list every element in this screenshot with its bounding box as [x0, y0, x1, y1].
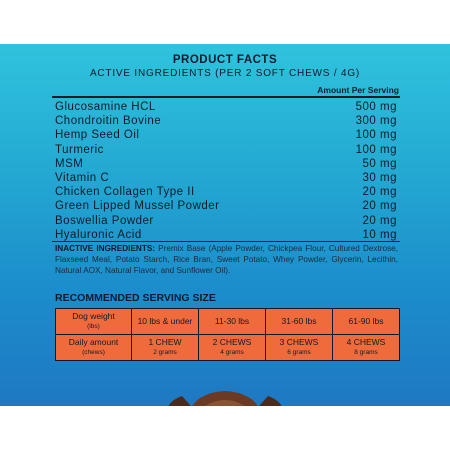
ingredient-name: Glucosamine HCL — [55, 101, 156, 114]
facts-title: PRODUCT FACTS — [172, 54, 278, 66]
amount-label: Daily amount — [68, 337, 119, 347]
ingredient-name: Chicken Collagen Type II — [55, 186, 195, 199]
weight-cell: 31-60 lbs — [265, 308, 333, 335]
weight-value: 61-90 lbs — [348, 315, 384, 326]
weight-value: 31-60 lbs — [281, 315, 317, 326]
inactive-label: INACTIVE INGREDIENTS: — [55, 244, 156, 253]
weight-row: Dog weight (lbs) 10 lbs & under 11-30 lb… — [55, 308, 400, 335]
ingredient-row: Glucosamine HCL 500 mg — [55, 100, 400, 114]
weight-row-header: Dog weight (lbs) — [55, 308, 132, 335]
product-facts-panel: PRODUCT FACTS ACTIVE INGREDIENTS (PER 2 … — [0, 44, 450, 406]
ingredient-row: MSM 50 mg — [55, 157, 400, 171]
ingredient-amount: 300 mg — [355, 115, 397, 128]
ingredient-amount: 20 mg — [362, 200, 397, 213]
weight-cell: 11-30 lbs — [198, 308, 266, 335]
serving-size-table: Dog weight (lbs) 10 lbs & under 11-30 lb… — [55, 308, 400, 361]
chew-grams: 4 grams — [220, 348, 244, 356]
ingredient-amount: 20 mg — [362, 214, 397, 227]
weight-cell: 61-90 lbs — [332, 308, 400, 335]
ingredient-amount: 10 mg — [362, 228, 397, 241]
dog-image — [168, 391, 282, 406]
amount-cell: 3 CHEWS 6 grams — [265, 334, 333, 361]
ingredient-name: Green Lipped Mussel Powder — [55, 200, 220, 213]
ingredient-amount: 500 mg — [355, 101, 397, 114]
ingredient-amount: 30 mg — [362, 172, 397, 185]
inactive-text: Premix Base (Apple Powder, Chickpea Flou… — [55, 244, 398, 275]
weight-unit: (lbs) — [87, 322, 100, 330]
weight-label: Dog weight — [72, 311, 115, 321]
chew-grams: 6 grams — [287, 348, 311, 356]
ingredient-name: Vitamin C — [55, 172, 110, 185]
ingredient-amount: 20 mg — [362, 186, 397, 199]
weight-value: 11-30 lbs — [214, 315, 250, 326]
ingredient-row: Hemp Seed Oil 100 mg — [55, 128, 400, 142]
chew-grams: 8 grams — [354, 348, 378, 356]
ingredient-amount: 100 mg — [355, 143, 397, 156]
ingredient-row: Vitamin C 30 mg — [55, 171, 400, 185]
ingredient-name: Turmeric — [55, 143, 104, 156]
amount-cell: 1 CHEW 2 grams — [131, 334, 199, 361]
ingredient-name: MSM — [55, 157, 84, 170]
ingredient-row: Boswellia Powder 20 mg — [55, 214, 400, 228]
amount-row: Daily amount (chews) 1 CHEW 2 grams 2 CH… — [55, 334, 400, 361]
chew-count: 1 CHEW — [148, 337, 182, 347]
chew-count: 3 CHEWS — [279, 337, 319, 347]
ingredient-row: Chicken Collagen Type II 20 mg — [55, 185, 400, 199]
facts-subtitle: ACTIVE INGREDIENTS (PER 2 SOFT CHEWS / 4… — [89, 68, 361, 79]
ingredient-name: Hyaluronic Acid — [55, 228, 142, 241]
inactive-ingredients: INACTIVE INGREDIENTS: Premix Base (Apple… — [55, 244, 398, 276]
ingredient-row: Green Lipped Mussel Powder 20 mg — [55, 199, 400, 213]
ingredient-row: Chondroitin Bovine 300 mg — [55, 114, 400, 128]
chew-grams: 2 grams — [153, 348, 177, 356]
ingredients-list: Glucosamine HCL 500 mg Chondroitin Bovin… — [55, 100, 400, 242]
weight-value: 10 lbs & under — [137, 315, 193, 326]
amount-row-header: Daily amount (chews) — [55, 334, 132, 361]
amount-per-serving-header: Amount Per Serving — [317, 85, 399, 95]
ingredient-amount: 50 mg — [362, 157, 397, 170]
weight-cell: 10 lbs & under — [131, 308, 199, 335]
ingredient-name: Hemp Seed Oil — [55, 129, 140, 142]
amount-cell: 4 CHEWS 8 grams — [332, 334, 400, 361]
serving-size-title: RECOMMENDED SERVING SIZE — [55, 292, 216, 304]
ingredient-name: Boswellia Powder — [55, 214, 154, 227]
amount-unit: (chews) — [82, 348, 105, 356]
bottom-divider — [52, 241, 400, 242]
ingredient-name: Chondroitin Bovine — [55, 115, 162, 128]
top-divider — [52, 96, 400, 98]
chew-count: 2 CHEWS — [212, 337, 252, 347]
chew-count: 4 CHEWS — [346, 337, 386, 347]
ingredient-amount: 100 mg — [355, 129, 397, 142]
amount-cell: 2 CHEWS 4 grams — [198, 334, 266, 361]
ingredient-row: Turmeric 100 mg — [55, 143, 400, 157]
ingredient-row: Hyaluronic Acid 10 mg — [55, 228, 400, 242]
